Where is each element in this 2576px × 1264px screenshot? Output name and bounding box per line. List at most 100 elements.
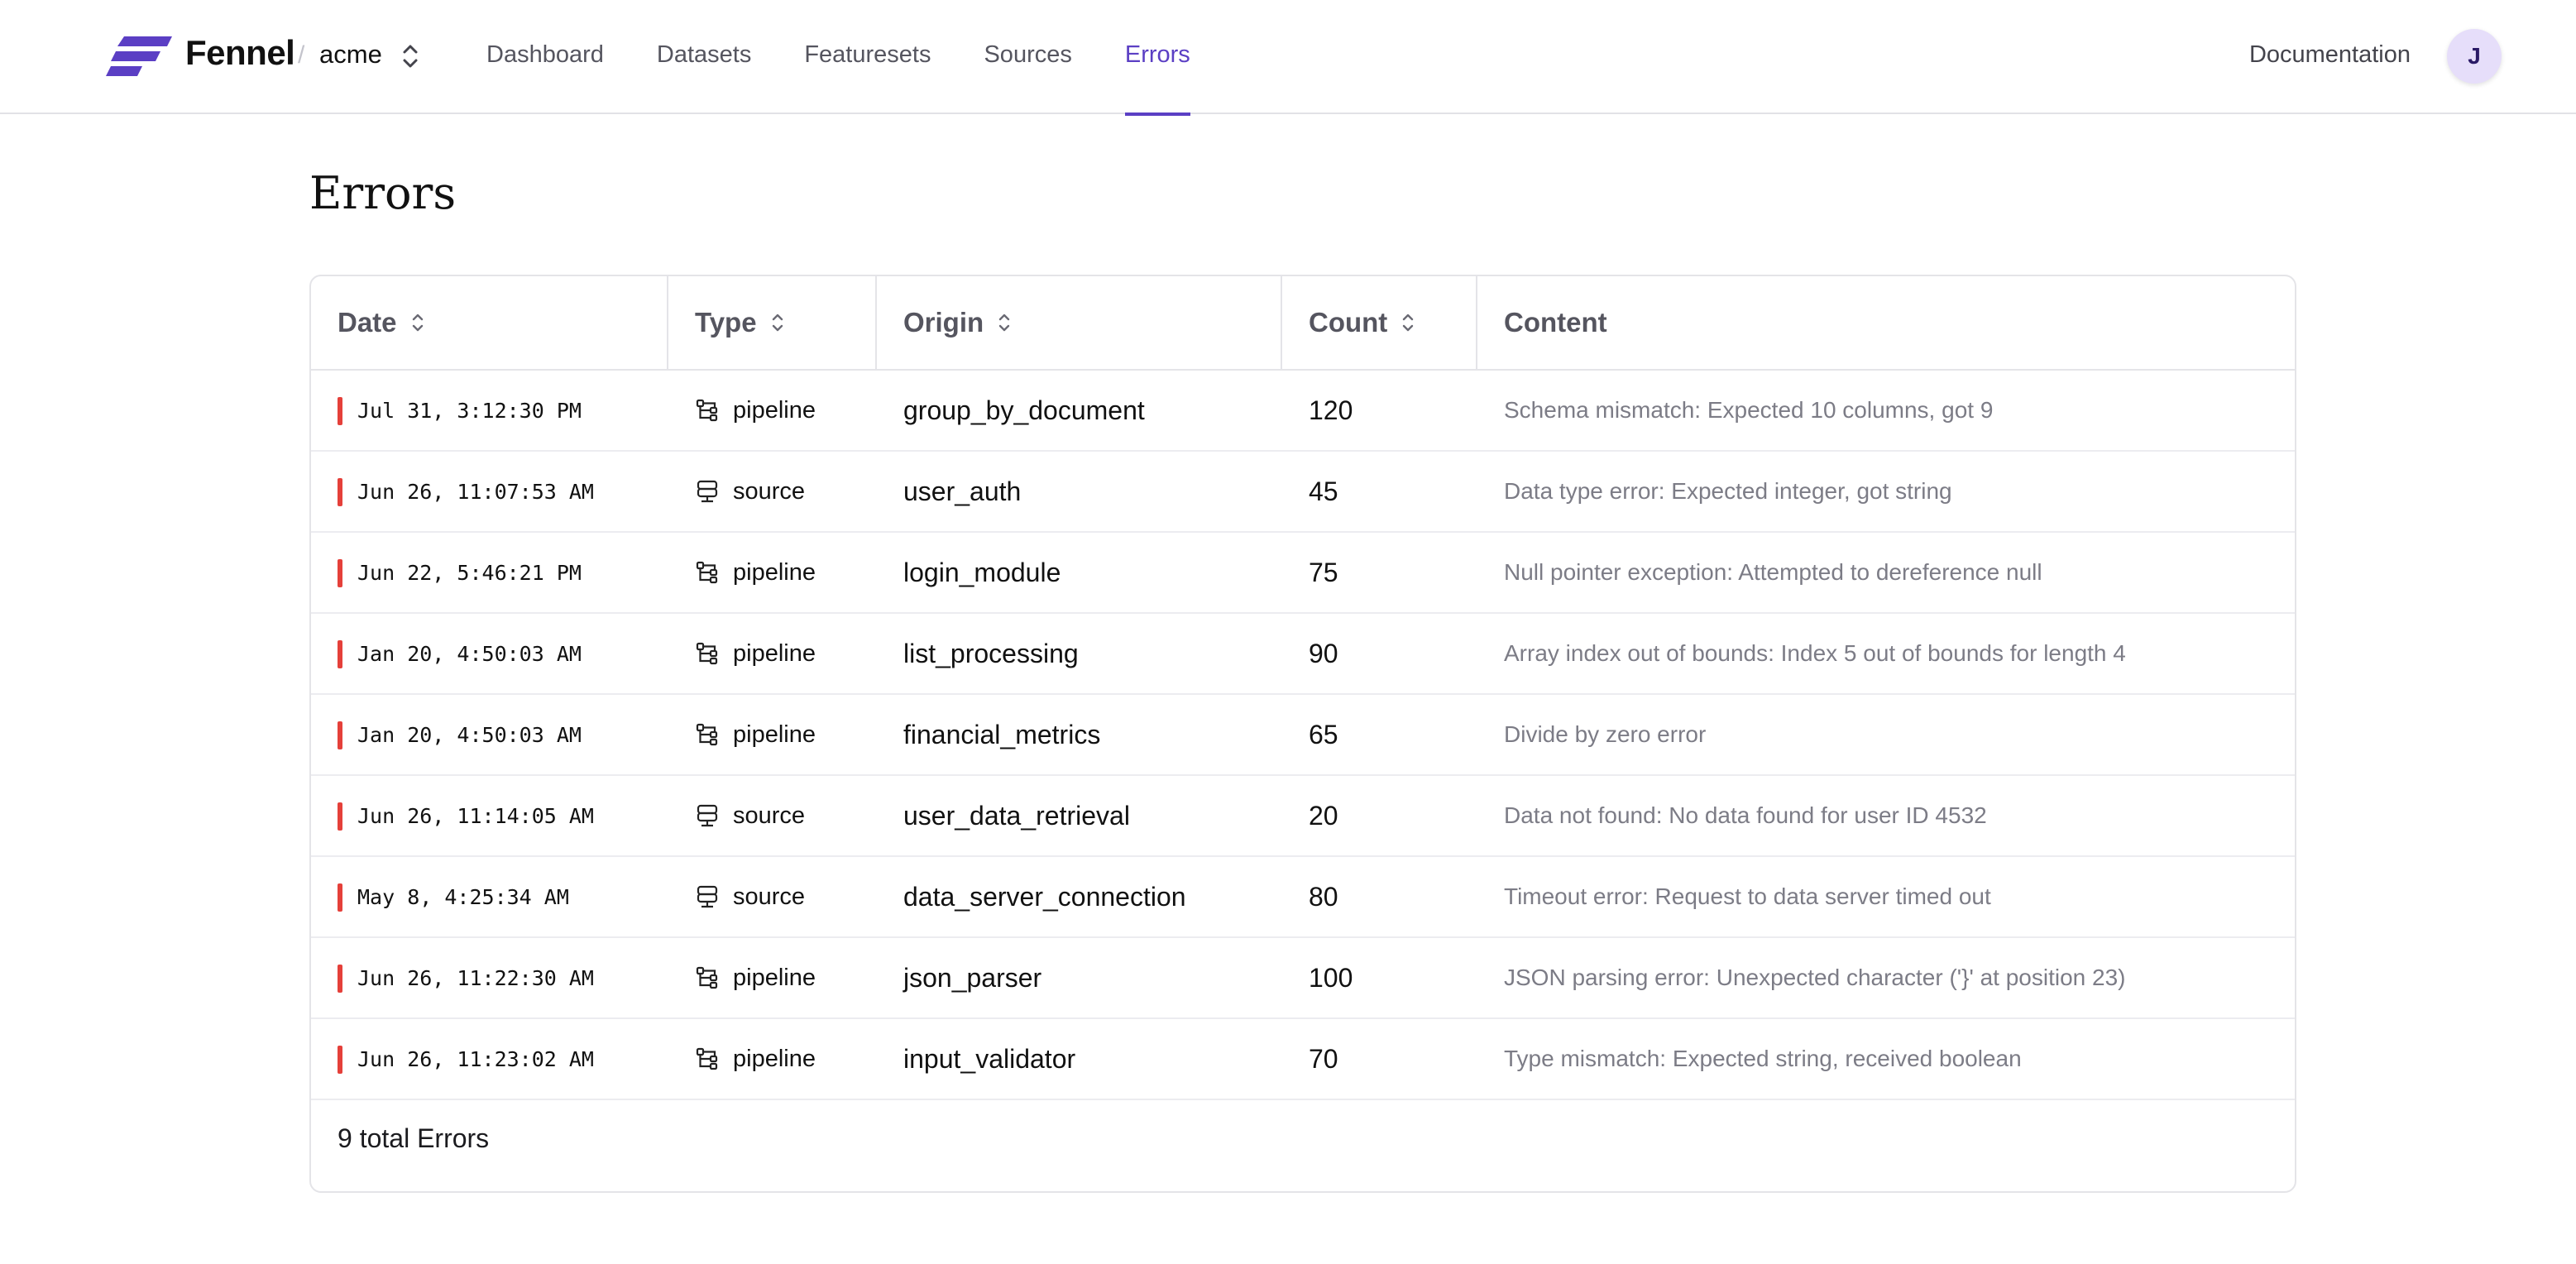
error-indicator bbox=[338, 883, 342, 912]
error-date: Jun 26, 11:23:02 AM bbox=[357, 1046, 594, 1071]
error-origin: input_validator bbox=[903, 1043, 1076, 1074]
table-row[interactable]: Jan 20, 4:50:03 AM pipeline financial_me… bbox=[311, 695, 2295, 776]
type-cell: pipeline bbox=[668, 614, 877, 693]
table-row[interactable]: Jun 26, 11:14:05 AM source user_data_ret… bbox=[311, 776, 2295, 857]
column-header-count[interactable]: Count bbox=[1282, 276, 1477, 369]
tab-sources[interactable]: Sources bbox=[984, 41, 1072, 68]
error-date: Jul 31, 3:12:30 PM bbox=[357, 398, 582, 423]
top-nav-bar: Fennel / acme Dashboard Datasets Feature… bbox=[0, 0, 2576, 116]
count-cell: 45 bbox=[1282, 452, 1477, 531]
error-count: 65 bbox=[1309, 719, 1338, 749]
content-cell: Data not found: No data found for user I… bbox=[1477, 776, 2295, 855]
error-type: pipeline bbox=[733, 639, 816, 667]
error-origin: login_module bbox=[903, 557, 1061, 587]
column-header-label: Count bbox=[1309, 307, 1388, 338]
database-icon bbox=[697, 804, 718, 827]
origin-cell: json_parser bbox=[877, 938, 1282, 1017]
table-row[interactable]: Jun 26, 11:22:30 AM pipeline json_parser… bbox=[311, 938, 2295, 1019]
error-content: Type mismatch: Expected string, received… bbox=[1504, 1046, 2022, 1071]
tab-dashboard[interactable]: Dashboard bbox=[486, 41, 604, 68]
error-content: Null pointer exception: Attempted to der… bbox=[1504, 559, 2042, 585]
column-header-label: Date bbox=[338, 307, 397, 338]
database-icon bbox=[697, 480, 718, 503]
origin-cell: input_validator bbox=[877, 1019, 1282, 1099]
count-cell: 80 bbox=[1282, 857, 1477, 936]
origin-cell: data_server_connection bbox=[877, 857, 1282, 936]
error-count: 80 bbox=[1309, 881, 1338, 912]
count-cell: 120 bbox=[1282, 371, 1477, 450]
column-header-origin[interactable]: Origin bbox=[877, 276, 1282, 369]
brand-name[interactable]: Fennel bbox=[185, 33, 295, 72]
error-count: 90 bbox=[1309, 638, 1338, 668]
content-cell: Timeout error: Request to data server ti… bbox=[1477, 857, 2295, 936]
chevron-up-down-icon[interactable] bbox=[397, 40, 424, 73]
error-type: pipeline bbox=[733, 396, 816, 424]
org-name[interactable]: acme bbox=[319, 40, 382, 69]
documentation-link[interactable]: Documentation bbox=[2248, 41, 2411, 68]
total-errors-count: 9 total Errors bbox=[338, 1123, 490, 1153]
table-row[interactable]: May 8, 4:25:34 AM source data_server_con… bbox=[311, 857, 2295, 938]
error-count: 100 bbox=[1309, 962, 1353, 993]
error-count: 45 bbox=[1309, 476, 1338, 506]
content-cell: JSON parsing error: Unexpected character… bbox=[1477, 938, 2295, 1017]
column-header-label: Content bbox=[1504, 307, 1607, 338]
pipeline-icon bbox=[696, 1047, 718, 1070]
table-row[interactable]: Jul 31, 3:12:30 PM pipeline group_by_doc… bbox=[311, 371, 2295, 452]
sort-icon[interactable] bbox=[997, 312, 1012, 333]
column-header-date[interactable]: Date bbox=[311, 276, 668, 369]
origin-cell: user_auth bbox=[877, 452, 1282, 531]
error-type: pipeline bbox=[733, 558, 816, 586]
error-origin: financial_metrics bbox=[903, 719, 1101, 749]
column-header-content: Content bbox=[1477, 276, 2295, 369]
date-cell: Jul 31, 3:12:30 PM bbox=[311, 371, 668, 450]
error-indicator bbox=[338, 802, 342, 831]
main-nav: Dashboard Datasets Featuresets Sources E… bbox=[486, 0, 1243, 116]
type-cell: source bbox=[668, 857, 877, 936]
error-type: pipeline bbox=[733, 964, 816, 991]
date-cell: Jan 20, 4:50:03 AM bbox=[311, 614, 668, 693]
error-type: source bbox=[733, 802, 806, 829]
type-cell: pipeline bbox=[668, 371, 877, 450]
error-type: pipeline bbox=[733, 1045, 816, 1072]
error-count: 75 bbox=[1309, 557, 1338, 587]
error-content: Data type error: Expected integer, got s… bbox=[1504, 478, 1952, 504]
pipeline-icon bbox=[696, 399, 718, 422]
fennel-logo-icon[interactable] bbox=[106, 36, 172, 76]
error-date: Jun 22, 5:46:21 PM bbox=[357, 560, 582, 585]
table-row[interactable]: Jun 26, 11:07:53 AM source user_auth 45 … bbox=[311, 452, 2295, 533]
error-type: pipeline bbox=[733, 721, 816, 748]
date-cell: Jun 26, 11:23:02 AM bbox=[311, 1019, 668, 1099]
count-cell: 75 bbox=[1282, 533, 1477, 612]
table-row[interactable]: Jun 22, 5:46:21 PM pipeline login_module… bbox=[311, 533, 2295, 614]
content-cell: Type mismatch: Expected string, received… bbox=[1477, 1019, 2295, 1099]
sort-icon[interactable] bbox=[1401, 312, 1415, 333]
error-count: 70 bbox=[1309, 1043, 1338, 1074]
origin-cell: group_by_document bbox=[877, 371, 1282, 450]
sort-icon[interactable] bbox=[770, 312, 785, 333]
type-cell: source bbox=[668, 776, 877, 855]
pipeline-icon bbox=[696, 723, 718, 746]
date-cell: May 8, 4:25:34 AM bbox=[311, 857, 668, 936]
pipeline-icon bbox=[696, 966, 718, 989]
tab-errors[interactable]: Errors bbox=[1124, 0, 1190, 116]
error-count: 120 bbox=[1309, 395, 1353, 425]
error-indicator bbox=[338, 721, 342, 749]
tab-featuresets[interactable]: Featuresets bbox=[804, 41, 931, 68]
tab-datasets[interactable]: Datasets bbox=[656, 41, 752, 68]
database-icon bbox=[697, 885, 718, 908]
content-cell: Divide by zero error bbox=[1477, 695, 2295, 774]
pipeline-icon bbox=[696, 561, 718, 584]
sort-icon[interactable] bbox=[410, 312, 425, 333]
error-date: Jun 26, 11:07:53 AM bbox=[357, 479, 594, 504]
error-origin: list_processing bbox=[903, 638, 1079, 668]
column-header-type[interactable]: Type bbox=[668, 276, 877, 369]
error-origin: user_data_retrieval bbox=[903, 800, 1130, 831]
table-row[interactable]: Jan 20, 4:50:03 AM pipeline list_process… bbox=[311, 614, 2295, 695]
date-cell: Jan 20, 4:50:03 AM bbox=[311, 695, 668, 774]
type-cell: pipeline bbox=[668, 695, 877, 774]
user-avatar[interactable]: J bbox=[2447, 29, 2502, 84]
error-content: Timeout error: Request to data server ti… bbox=[1504, 883, 1991, 909]
error-indicator bbox=[338, 478, 342, 506]
error-date: Jun 26, 11:22:30 AM bbox=[357, 965, 594, 990]
table-row[interactable]: Jun 26, 11:23:02 AM pipeline input_valid… bbox=[311, 1019, 2295, 1100]
